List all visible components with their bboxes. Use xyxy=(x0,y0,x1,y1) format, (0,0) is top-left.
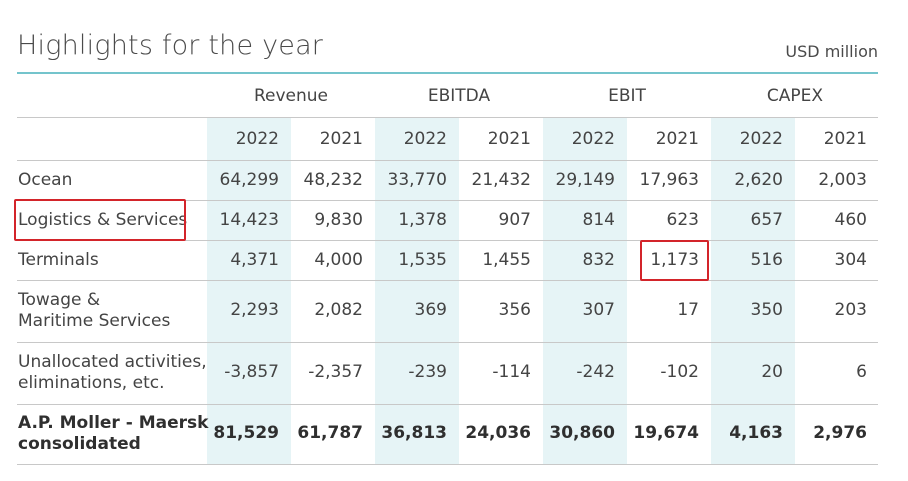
rule-row-5 xyxy=(17,404,878,405)
table-cell: 4,371 xyxy=(230,250,279,270)
table-cell: 350 xyxy=(750,300,783,320)
table-cell: 6 xyxy=(856,362,867,382)
table-cell: 516 xyxy=(750,250,783,270)
row-label: Towage & Maritime Services xyxy=(18,290,170,332)
highlight-box-terminals-ebit-2021 xyxy=(640,240,709,281)
table-cell: 4,163 xyxy=(729,423,783,443)
table-cell: 21,432 xyxy=(471,170,531,190)
table-cell: 369 xyxy=(414,300,447,320)
title-accent-rule xyxy=(17,72,878,74)
highlight-box-logistics-label xyxy=(14,199,186,241)
table-cell: 1,535 xyxy=(398,250,447,270)
row-label-line: Maritime Services xyxy=(18,311,171,331)
group-header-ebitda: EBITDA xyxy=(427,86,491,106)
group-header-ebit: EBIT xyxy=(608,86,646,106)
table-cell: 4,000 xyxy=(314,250,363,270)
year-header: 2022 xyxy=(571,129,615,149)
table-cell: 907 xyxy=(498,210,531,230)
table-cell: 9,830 xyxy=(314,210,363,230)
table-cell: 304 xyxy=(834,250,867,270)
table-cell: 203 xyxy=(834,300,867,320)
table-cell: -114 xyxy=(492,362,531,382)
row-label-line: consolidated xyxy=(18,434,141,454)
year-header: 2021 xyxy=(319,129,363,149)
table-cell: 814 xyxy=(582,210,615,230)
rule-row-2 xyxy=(17,240,878,241)
year-header: 2021 xyxy=(823,129,867,149)
table-cell: 657 xyxy=(750,210,783,230)
table-cell: 61,787 xyxy=(297,423,363,443)
table-cell: 33,770 xyxy=(387,170,447,190)
year-header: 2022 xyxy=(235,129,279,149)
table-cell: -2,357 xyxy=(308,362,363,382)
year-header: 2022 xyxy=(403,129,447,149)
table-cell: 20 xyxy=(761,362,783,382)
table-cell: 17,963 xyxy=(639,170,699,190)
year-header: 2021 xyxy=(655,129,699,149)
table-cell: 14,423 xyxy=(219,210,279,230)
table-cell: 17 xyxy=(677,300,699,320)
table-cell: 2,003 xyxy=(818,170,867,190)
table-cell: 2,976 xyxy=(813,423,867,443)
group-header-capex: CAPEX xyxy=(766,86,824,106)
rule-bottom xyxy=(17,464,878,465)
table-cell: 2,620 xyxy=(734,170,783,190)
rule-row-4 xyxy=(17,342,878,343)
row-label-line: eliminations, etc. xyxy=(18,373,165,393)
table-cell: 36,813 xyxy=(381,423,447,443)
table-cell: 307 xyxy=(582,300,615,320)
table-cell: 1,378 xyxy=(398,210,447,230)
table-cell: 460 xyxy=(834,210,867,230)
table-cell: 2,082 xyxy=(314,300,363,320)
rule-row-3 xyxy=(17,280,878,281)
table-cell: 30,860 xyxy=(549,423,615,443)
table-cell: 832 xyxy=(582,250,615,270)
table-cell: 356 xyxy=(498,300,531,320)
table-cell: -242 xyxy=(576,362,615,382)
table-cell: -3,857 xyxy=(224,362,279,382)
table-cell: 1,173 xyxy=(650,250,699,270)
year-header: 2021 xyxy=(487,129,531,149)
table-cell: 64,299 xyxy=(219,170,279,190)
shade-ebit-2022 xyxy=(543,117,627,464)
year-header: 2022 xyxy=(739,129,783,149)
table-cell: 2,293 xyxy=(230,300,279,320)
table-cell: 1,455 xyxy=(482,250,531,270)
row-label-line: Unallocated activities, xyxy=(18,352,207,372)
row-label: A.P. Moller - Maersk consolidated xyxy=(18,413,208,455)
row-label: Terminals xyxy=(18,250,99,270)
unit-label: USD million xyxy=(785,42,878,61)
table-cell: -102 xyxy=(660,362,699,382)
table-cell: 29,149 xyxy=(555,170,615,190)
shade-ebitda-2022 xyxy=(375,117,459,464)
shade-capex-2022 xyxy=(711,117,795,464)
row-label: Unallocated activities, eliminations, et… xyxy=(18,352,207,394)
table-cell: 48,232 xyxy=(303,170,363,190)
rule-row-1 xyxy=(17,200,878,201)
rule-below-years xyxy=(17,160,878,161)
rule-below-groups xyxy=(17,117,878,118)
row-label-line: A.P. Moller - Maersk xyxy=(18,413,209,433)
row-label-line: Towage & xyxy=(18,290,101,310)
row-label: Logistics & Services xyxy=(18,210,188,230)
table-cell: 24,036 xyxy=(465,423,531,443)
page-title: Highlights for the year xyxy=(17,30,324,61)
table-cell: -239 xyxy=(408,362,447,382)
table-cell: 81,529 xyxy=(213,423,279,443)
table-cell: 623 xyxy=(666,210,699,230)
group-header-revenue: Revenue xyxy=(253,86,329,106)
row-label: Ocean xyxy=(18,170,73,190)
shade-revenue-2022 xyxy=(207,117,291,464)
table-cell: 19,674 xyxy=(633,423,699,443)
